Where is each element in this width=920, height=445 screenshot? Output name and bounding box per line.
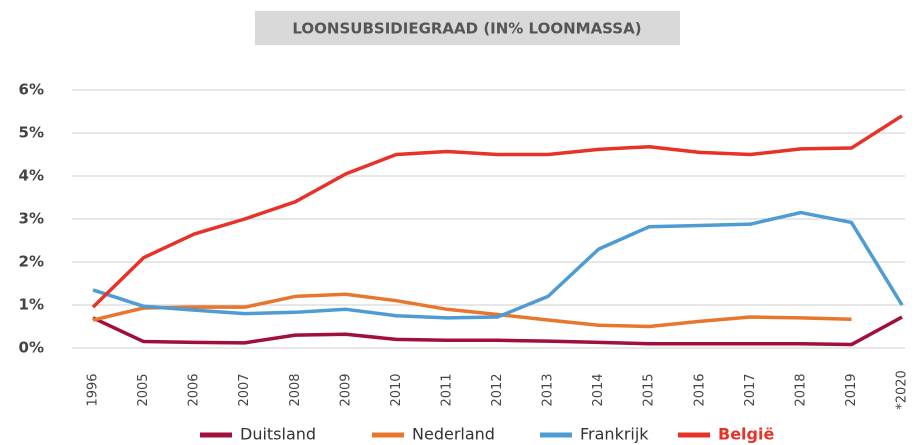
series-line xyxy=(91,114,903,309)
x-tick-label: 2019 xyxy=(844,373,859,406)
x-tick-label: 1996 xyxy=(86,373,101,406)
x-tick-label: 2007 xyxy=(237,373,252,406)
series-line xyxy=(92,210,904,320)
y-tick-label: 1% xyxy=(19,296,44,314)
x-tick-label: 2018 xyxy=(793,373,808,406)
y-tick-label: 5% xyxy=(19,124,44,142)
legend-label: Nederland xyxy=(412,425,495,444)
y-tick-label: 2% xyxy=(19,253,44,271)
chart-title: LOONSUBSIDIEGRAAD (IN% LOONMASSA) xyxy=(292,20,641,38)
x-tick-label: 2017 xyxy=(743,373,758,406)
x-tick-label: 2009 xyxy=(338,373,353,406)
y-tick-label: 0% xyxy=(19,339,44,357)
y-tick-label: 6% xyxy=(19,81,44,99)
legend-label: België xyxy=(718,425,774,444)
x-tick-label: 2011 xyxy=(439,373,454,406)
x-tick-label: 2008 xyxy=(288,373,303,406)
title-box xyxy=(255,11,680,45)
x-tick-label: 2010 xyxy=(389,373,404,406)
y-tick-label: 4% xyxy=(19,167,44,185)
legend-label: Duitsland xyxy=(240,425,316,444)
x-tick-label: 2015 xyxy=(642,373,657,406)
x-tick-label: 2006 xyxy=(187,373,202,406)
y-tick-label: 3% xyxy=(19,210,44,228)
x-tick-label: 2016 xyxy=(692,373,707,406)
x-tick-label: 2014 xyxy=(591,373,606,406)
series-line xyxy=(92,292,852,329)
x-tick-label: 2012 xyxy=(490,373,505,406)
legend-label: Frankrijk xyxy=(580,425,649,444)
x-tick-label: *2020 xyxy=(895,370,910,410)
x-tick-label: 2005 xyxy=(136,373,151,406)
series-line xyxy=(92,315,903,347)
x-tick-label: 2013 xyxy=(541,373,556,406)
